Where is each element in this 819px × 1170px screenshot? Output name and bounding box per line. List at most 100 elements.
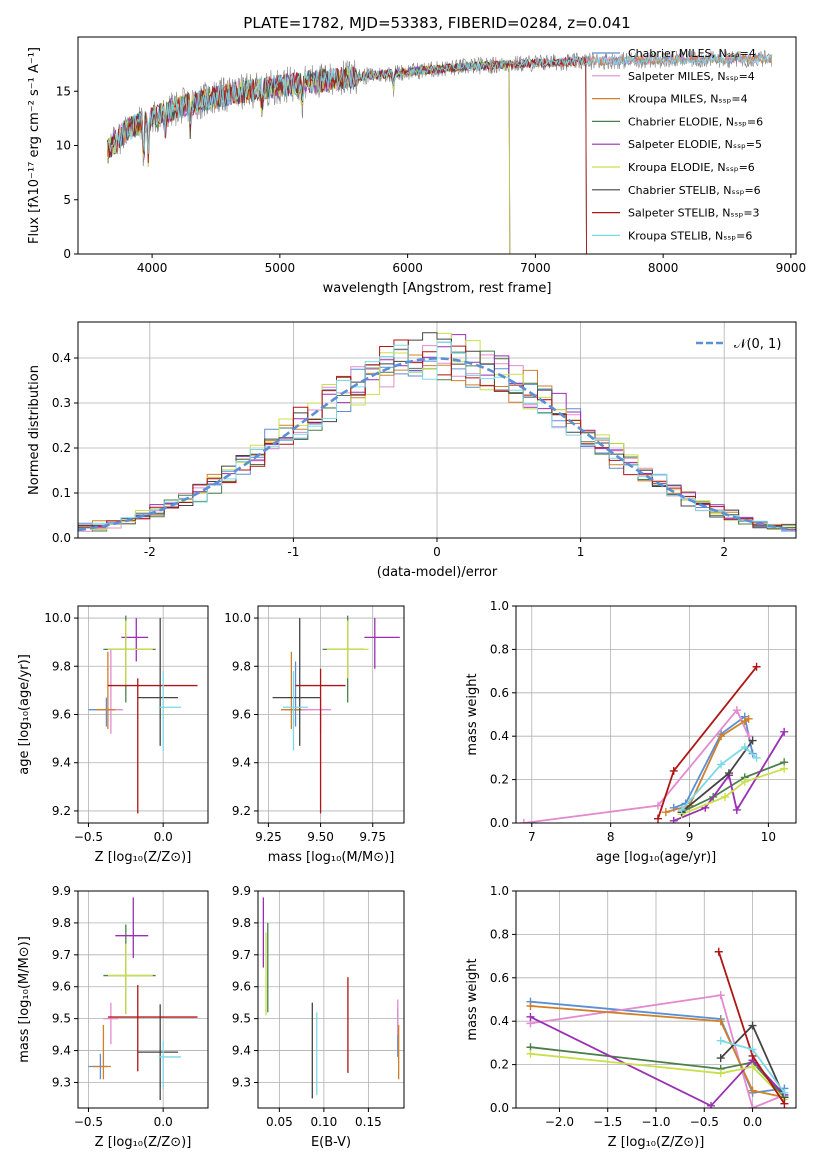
x-axis-label: E(B-V) bbox=[311, 1135, 351, 1150]
axes-decoration: −0.5 0.0 9.3 9.4 9.5 9.6 9.7 9.8 9.9 Z [log₁₀(Z/Z… bbox=[17, 884, 209, 1150]
x-tick-label: -1 bbox=[287, 545, 299, 559]
weight-marker bbox=[780, 1088, 789, 1097]
y-tick-label: 0 bbox=[63, 247, 71, 261]
y-axis-label: mass weight bbox=[465, 673, 480, 755]
axes-decoration: −0.5 0.0 9.2 9.4 9.6 9.8 10.0 Z [log₁₀(Z/Z⊙)] ag… bbox=[17, 605, 209, 865]
legend: 𝒩(0, 1) bbox=[696, 337, 781, 352]
x-tick-label: 0.05 bbox=[266, 1115, 293, 1129]
axes-decoration: 7 8 9 10 0.0 0.2 0.4 0.6 0.8 1.0 age [log₁₀(age/yr… bbox=[465, 599, 797, 865]
y-axis-label: age [log₁₀(age/yr)] bbox=[17, 654, 32, 775]
y-tick-label: 0.6 bbox=[490, 971, 509, 985]
axes-frame bbox=[515, 605, 797, 824]
axes-decoration: 0.05 0.10 0.15 9.3 9.4 9.5 9.6 9.7 9.8 9.9 E(B-V) bbox=[232, 884, 405, 1150]
y-tick-label: 1.0 bbox=[490, 599, 509, 613]
weight-marker bbox=[714, 947, 723, 956]
x-axis-label: mass [log₁₀(M/M⊙)] bbox=[268, 850, 395, 865]
x-tick-label: 0.0 bbox=[154, 830, 173, 844]
legend-label: Kroupa ELODIE, Nₛₛₚ=6 bbox=[628, 161, 755, 174]
legend-label: Salpeter MILES, Nₛₛₚ=4 bbox=[628, 70, 755, 83]
legend-label: Chabrier MILES, Nₛₛₚ=4 bbox=[628, 47, 756, 60]
weight-marker bbox=[724, 769, 733, 778]
x-axis-label: Z [log₁₀(Z/Z⊙)] bbox=[95, 1135, 192, 1150]
plot-area bbox=[262, 897, 400, 1099]
legend-label: Chabrier ELODIE, Nₛₛₚ=6 bbox=[628, 115, 763, 128]
mass-vs-reddening-panel: 0.05 0.10 0.15 9.3 9.4 9.5 9.6 9.7 9.8 9.9 E(B-V) bbox=[232, 884, 405, 1150]
y-tick-label: 9.4 bbox=[232, 1044, 251, 1058]
x-tick-label: −2.0 bbox=[545, 1115, 574, 1129]
weight-marker bbox=[526, 1049, 535, 1058]
residual-histogram-panel: -2 -1 0 1 2 0.0 0.1 0.2 0.3 0.4 (data-model)/error… bbox=[27, 321, 797, 580]
x-tick-label: 2 bbox=[720, 545, 728, 559]
plot-area bbox=[78, 332, 796, 532]
weight-marker bbox=[707, 1101, 716, 1108]
spectrum-panel: 4000 5000 6000 7000 8000 9000 0 5 10 15 wavelength… bbox=[27, 36, 807, 296]
weight-marker bbox=[519, 819, 528, 823]
x-tick-label: 0.0 bbox=[154, 1115, 173, 1129]
x-tick-label: 5000 bbox=[265, 261, 296, 275]
y-tick-label: 9.8 bbox=[52, 916, 71, 930]
y-tick-label: 15 bbox=[56, 84, 71, 98]
y-tick-label: 9.4 bbox=[52, 1044, 71, 1058]
y-tick-label: 9.5 bbox=[232, 1012, 251, 1026]
weight-marker bbox=[717, 732, 726, 741]
x-tick-label: 1 bbox=[577, 545, 585, 559]
weight-line bbox=[530, 1052, 786, 1100]
x-tick-label: 4000 bbox=[137, 261, 168, 275]
y-tick-label: 9.8 bbox=[52, 659, 71, 673]
axes-decoration: 4000 5000 6000 7000 8000 9000 0 5 10 15 wavelength… bbox=[27, 36, 807, 296]
weight-marker bbox=[677, 805, 686, 814]
weight-marker bbox=[716, 1054, 725, 1063]
y-tick-label: 9.9 bbox=[232, 884, 251, 898]
plot-area bbox=[88, 615, 198, 814]
x-axis-label: Z [log₁₀(Z/Z⊙)] bbox=[95, 850, 192, 865]
y-tick-label: 0.2 bbox=[490, 1058, 509, 1072]
axes-frame bbox=[257, 890, 405, 1109]
y-tick-label: 9.6 bbox=[52, 980, 71, 994]
weight-marker bbox=[669, 766, 678, 775]
x-tick-label: -2 bbox=[144, 545, 156, 559]
x-tick-label: −0.5 bbox=[74, 830, 103, 844]
x-tick-label: 8 bbox=[607, 830, 615, 844]
y-tick-label: 0.1 bbox=[52, 486, 71, 500]
y-tick-label: 0.6 bbox=[490, 686, 509, 700]
y-tick-label: 1.0 bbox=[490, 884, 509, 898]
x-tick-label: 9.25 bbox=[255, 830, 282, 844]
y-tick-label: 0.0 bbox=[490, 816, 509, 830]
axes-decoration: 9.25 9.50 9.75 9.2 9.4 9.6 9.8 10.0 mass [log₁₀(… bbox=[224, 605, 405, 865]
x-tick-label: 0 bbox=[433, 545, 441, 559]
x-tick-label: 0.10 bbox=[311, 1115, 338, 1129]
model-spectrum-line bbox=[106, 59, 511, 254]
histogram-steps bbox=[78, 341, 796, 531]
weight-marker bbox=[653, 814, 662, 823]
y-tick-label: 10 bbox=[56, 139, 71, 153]
weight-marker bbox=[653, 801, 662, 810]
model-spectrum-line bbox=[107, 54, 773, 155]
weight-line bbox=[681, 767, 785, 816]
weight-line bbox=[530, 1005, 785, 1099]
plot-area bbox=[526, 947, 789, 1108]
weight-line bbox=[681, 761, 785, 813]
weight-marker bbox=[732, 805, 741, 814]
x-tick-label: 9.75 bbox=[359, 830, 386, 844]
axes-frame bbox=[77, 890, 209, 1109]
x-axis-label: age [log₁₀(age/yr)] bbox=[596, 850, 717, 865]
y-tick-label: 0.4 bbox=[52, 351, 71, 365]
x-tick-label: 9000 bbox=[776, 261, 807, 275]
y-tick-label: 0.8 bbox=[490, 642, 509, 656]
x-tick-label: 7 bbox=[528, 830, 536, 844]
y-tick-label: 9.8 bbox=[232, 916, 251, 930]
mass-vs-metallicity-panel: −0.5 0.0 9.3 9.4 9.5 9.6 9.7 9.8 9.9 Z [log₁₀(Z/Z… bbox=[17, 884, 209, 1150]
weight-marker bbox=[669, 816, 678, 823]
legend-label: Salpeter ELODIE, Nₛₛₚ=5 bbox=[628, 138, 762, 151]
weight-marker bbox=[740, 743, 749, 752]
x-tick-label: 0.15 bbox=[355, 1115, 382, 1129]
model-spectrum-line bbox=[106, 56, 587, 254]
y-tick-label: 0.2 bbox=[52, 441, 71, 455]
legend-label: 𝒩(0, 1) bbox=[734, 337, 781, 352]
y-tick-label: 0.4 bbox=[490, 729, 509, 743]
legend-label: Kroupa MILES, Nₛₛₚ=4 bbox=[628, 93, 748, 106]
x-tick-label: 9.50 bbox=[307, 830, 334, 844]
weight-marker bbox=[780, 727, 789, 736]
x-axis-label: Z [log₁₀(Z/Z⊙)] bbox=[608, 1135, 705, 1150]
